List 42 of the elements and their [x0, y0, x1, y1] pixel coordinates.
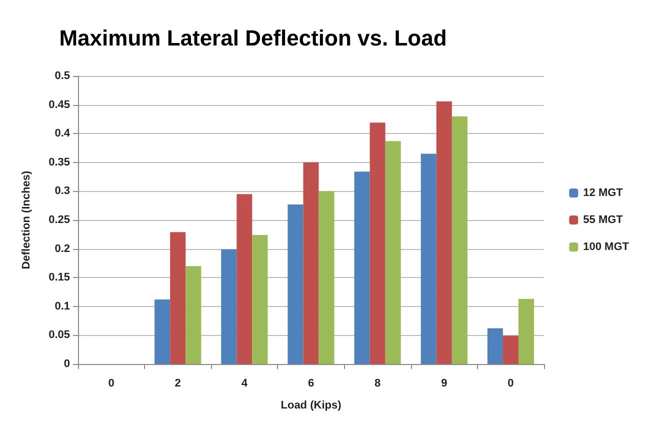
bar	[221, 249, 237, 364]
x-tick-label: 6	[308, 378, 314, 390]
y-tick-label: 0.1	[54, 300, 70, 312]
bar	[252, 234, 268, 364]
x-tick-label: 9	[441, 378, 448, 390]
y-tick-label: 0.5	[54, 70, 70, 82]
y-tick-label: 0.3	[54, 185, 70, 198]
legend-label: 12 MGT	[583, 187, 624, 199]
bar	[385, 141, 401, 364]
bar	[154, 299, 170, 364]
y-tick-label: 0	[64, 358, 70, 370]
bar	[303, 162, 319, 364]
bar	[518, 298, 534, 364]
y-tick-label: 0.35	[48, 156, 70, 168]
y-tick-label: 0.4	[54, 128, 71, 140]
x-tick-label: 0	[108, 378, 114, 390]
x-axis-title: Load (Kips)	[280, 400, 342, 412]
bar	[487, 328, 503, 364]
legend-label: 100 MGT	[583, 241, 630, 253]
bar	[420, 154, 436, 364]
y-axis-title: Deflection (Inches)	[20, 170, 32, 270]
bar	[370, 122, 386, 364]
bar	[318, 191, 334, 364]
bar	[170, 232, 186, 364]
bar	[452, 116, 468, 364]
bar	[436, 101, 452, 364]
bar	[354, 172, 370, 364]
bar	[288, 204, 304, 364]
y-tick-label: 0.2	[54, 242, 70, 255]
chart-title: Maximum Lateral Deflection vs. Load	[59, 26, 447, 50]
x-tick-label: 0	[508, 378, 514, 390]
bar	[186, 266, 202, 364]
y-tick-label: 0.45	[48, 98, 70, 111]
x-tick-label: 2	[174, 378, 181, 390]
bar	[236, 194, 252, 364]
y-tick-label: 0.25	[48, 214, 70, 226]
legend-label: 55 MGT	[583, 214, 624, 226]
bar	[502, 336, 518, 364]
x-tick-label: 4	[241, 378, 248, 390]
x-tick-label: 8	[374, 378, 381, 390]
y-tick-label: 0.15	[48, 272, 70, 284]
y-tick-label: 0.05	[48, 329, 70, 342]
